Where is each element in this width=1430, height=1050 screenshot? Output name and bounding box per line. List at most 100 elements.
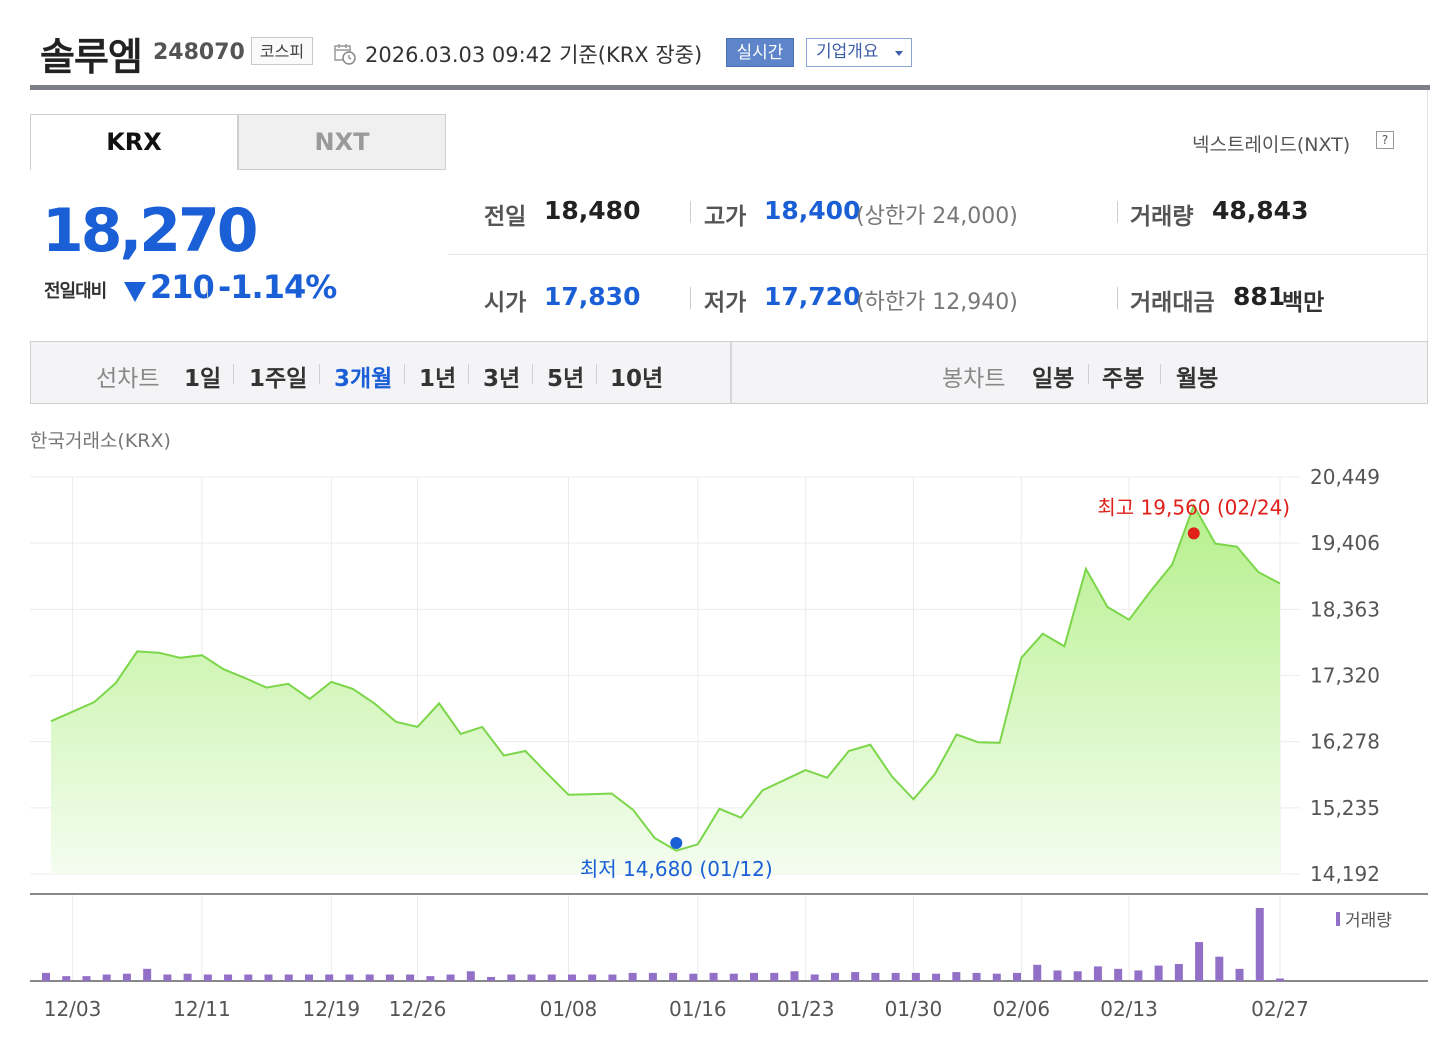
volume-bar [143, 968, 152, 981]
help-icon[interactable]: ? [1376, 131, 1394, 149]
volume-bar [790, 971, 799, 981]
high-label: 고가 [704, 204, 747, 230]
y-tick-label: 14,192 [1310, 862, 1380, 886]
volume-bar [406, 974, 415, 981]
volume-bar [1093, 966, 1102, 981]
volume-bar [1255, 908, 1264, 981]
y-tick-label: 18,363 [1310, 597, 1380, 621]
separator [596, 364, 597, 384]
volume-bar [507, 974, 516, 981]
volume-bar [487, 976, 496, 981]
x-tick-label: 01/30 [885, 997, 943, 1021]
volume-bar [325, 974, 334, 981]
volume-bar [750, 972, 759, 981]
volume-bar [1276, 978, 1284, 981]
down-triangle-icon [124, 282, 146, 302]
period-1d[interactable]: 1일 [184, 366, 222, 392]
volume-bar [1174, 963, 1183, 981]
volume-bar [851, 972, 860, 981]
prev-value: 18,480 [544, 196, 641, 225]
x-tick-label: 12/26 [389, 997, 447, 1021]
separator [690, 287, 691, 309]
volume-bar [183, 973, 192, 981]
x-tick-label: 12/19 [302, 997, 360, 1021]
volume-bar [911, 972, 920, 981]
timestamp: 2026.03.03 09:42 기준(KRX 장중) [365, 43, 703, 67]
nxt-link[interactable]: 넥스트레이드(NXT) [1192, 134, 1351, 156]
period-10y[interactable]: 10년 [610, 366, 664, 392]
y-tick-label: 20,449 [1310, 465, 1380, 489]
candle-weekly[interactable]: 주봉 [1102, 366, 1145, 392]
min-marker [670, 837, 683, 850]
x-tick-label: 02/06 [992, 997, 1050, 1021]
line-chart-label: 선차트 [96, 366, 160, 392]
volume-bar [527, 974, 536, 981]
volume-bar [1053, 970, 1062, 981]
period-5y[interactable]: 5년 [547, 366, 585, 392]
volume-bar [628, 972, 637, 981]
open-label: 시가 [484, 290, 527, 316]
period-3y[interactable]: 3년 [483, 366, 521, 392]
chart-caption: 한국거래소(KRX) [30, 430, 171, 452]
tab-krx[interactable]: KRX [30, 114, 238, 170]
candle-monthly[interactable]: 월봉 [1176, 366, 1219, 392]
volume-bar [952, 972, 961, 981]
period-1y[interactable]: 1년 [419, 366, 457, 392]
realtime-button[interactable]: 실시간 [726, 38, 794, 67]
period-3m[interactable]: 3개월 [334, 366, 393, 392]
volume-value: 48,843 [1212, 196, 1309, 225]
volume-legend-swatch [1336, 912, 1340, 926]
volume-bar [1013, 972, 1022, 981]
separator [1117, 201, 1118, 223]
row-divider [448, 254, 1428, 255]
volume-label: 거래량 [1130, 204, 1194, 230]
separator [233, 364, 234, 384]
volume-bar [588, 974, 597, 981]
volume-bar [871, 972, 880, 981]
market-badge: 코스피 [251, 37, 313, 65]
x-tick-label: 02/27 [1251, 997, 1309, 1021]
calendar-clock-icon [334, 44, 356, 65]
volume-bar [426, 976, 435, 981]
quote-panel [30, 90, 1428, 404]
y-tick-label: 16,278 [1310, 730, 1380, 754]
y-tick-label: 15,235 [1310, 796, 1380, 820]
tab-nxt[interactable]: NXT [238, 114, 446, 170]
volume-bar [1195, 942, 1204, 981]
max-marker [1187, 527, 1200, 540]
current-price: 18,270 [42, 196, 259, 266]
company-overview-dropdown[interactable]: 기업개요 [806, 38, 912, 67]
volume-bar [567, 974, 576, 981]
min-annotation: 최저 14,680 (01/12) [580, 857, 773, 881]
volume-bar [1235, 968, 1244, 981]
x-tick-label: 02/13 [1100, 997, 1158, 1021]
candle-daily[interactable]: 일봉 [1032, 366, 1075, 392]
open-value: 17,830 [544, 282, 641, 311]
volume-bar [1215, 956, 1224, 981]
volume-bar [244, 974, 253, 981]
volume-bar [770, 972, 779, 981]
volume-bar [891, 972, 900, 981]
volume-bar [709, 972, 718, 981]
volume-bar [689, 973, 698, 981]
volume-bar [62, 976, 71, 981]
separator [532, 364, 533, 384]
change-label: 전일대비 [44, 281, 107, 302]
price-area [51, 505, 1280, 874]
volume-bar [82, 976, 91, 981]
separator [319, 364, 320, 384]
stock-code: 248070 [153, 40, 245, 65]
header-divider [30, 85, 1430, 90]
lower-limit: (하한가 12,940) [856, 290, 1018, 315]
volume-bar [1134, 970, 1143, 981]
y-tick-label: 19,406 [1310, 531, 1380, 555]
candle-chart-label: 봉차트 [942, 366, 1006, 392]
separator [1160, 364, 1161, 384]
volume-bar [365, 974, 374, 981]
volume-legend-label: 거래량 [1345, 911, 1392, 931]
change-separator [207, 281, 208, 299]
max-annotation: 최고 19,560 (02/24) [1097, 495, 1290, 519]
volume-bar [669, 972, 678, 981]
period-1w[interactable]: 1주일 [249, 366, 308, 392]
